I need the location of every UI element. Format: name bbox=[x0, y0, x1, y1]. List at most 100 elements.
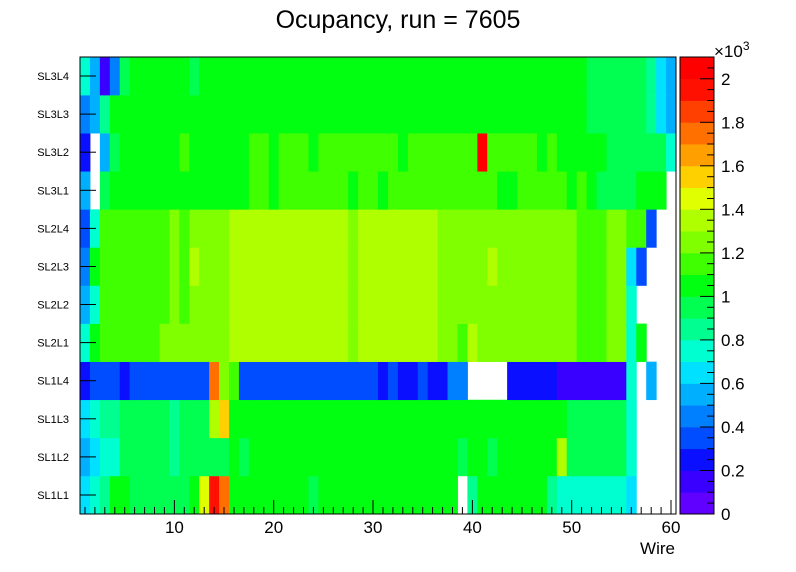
heatmap-cell bbox=[99, 133, 111, 172]
heatmap-cell bbox=[159, 323, 170, 362]
heatmap-cell bbox=[199, 95, 210, 134]
heatmap-cell bbox=[497, 57, 508, 96]
heatmap-cell bbox=[556, 247, 568, 286]
heatmap-cell bbox=[517, 57, 528, 96]
color-scale-band bbox=[680, 144, 714, 167]
heatmap-cell bbox=[527, 133, 538, 172]
heatmap-cell bbox=[149, 57, 160, 96]
heatmap-cell bbox=[368, 209, 379, 248]
heatmap-cell bbox=[596, 285, 607, 324]
heatmap-cell bbox=[527, 171, 538, 210]
heatmap-cell bbox=[229, 133, 240, 172]
heatmap-cell bbox=[268, 399, 280, 439]
x-tick-label: 30 bbox=[364, 518, 383, 537]
heatmap-cell bbox=[487, 247, 498, 286]
heatmap-cell bbox=[497, 171, 508, 210]
heatmap-cell bbox=[139, 247, 151, 286]
heatmap-cell bbox=[358, 361, 369, 401]
heatmap-cell bbox=[248, 247, 260, 286]
heatmap-cell bbox=[308, 323, 319, 362]
heatmap-cell bbox=[417, 475, 429, 515]
heatmap-cell bbox=[447, 133, 458, 172]
heatmap-cell bbox=[258, 361, 270, 401]
heatmap-cell bbox=[646, 133, 657, 172]
heatmap-cell bbox=[527, 247, 538, 286]
heatmap-cell bbox=[556, 95, 568, 134]
heatmap-cell bbox=[636, 95, 647, 134]
color-scale-band bbox=[680, 100, 714, 123]
heatmap-cell bbox=[447, 247, 458, 286]
heatmap-cell bbox=[219, 57, 230, 96]
heatmap-cell bbox=[288, 133, 300, 172]
heatmap-cell bbox=[169, 399, 180, 439]
heatmap-cell bbox=[229, 437, 240, 477]
heatmap-cell bbox=[179, 171, 190, 210]
heatmap-cell bbox=[397, 285, 409, 324]
heatmap-cell bbox=[517, 323, 528, 362]
heatmap-cell bbox=[387, 209, 399, 248]
color-scale-band bbox=[680, 274, 714, 297]
heatmap-cell bbox=[427, 323, 439, 362]
heatmap-cell bbox=[139, 475, 151, 515]
heatmap-cell bbox=[487, 285, 498, 324]
heatmap-cell bbox=[477, 209, 488, 248]
heatmap-cell bbox=[248, 285, 260, 324]
heatmap-cell bbox=[467, 475, 478, 515]
heatmap-cell bbox=[497, 247, 508, 286]
heatmap-cell bbox=[536, 95, 548, 134]
heatmap-cell bbox=[576, 323, 588, 362]
heatmap-cell bbox=[248, 475, 260, 515]
heatmap-cell bbox=[159, 171, 170, 210]
heatmap-cell bbox=[616, 57, 627, 96]
heatmap-cell bbox=[387, 323, 399, 362]
heatmap-cell bbox=[129, 361, 141, 401]
heatmap-cell bbox=[219, 361, 230, 401]
color-scale-band bbox=[680, 122, 714, 145]
heatmap-cell bbox=[298, 133, 309, 172]
heatmap-cell bbox=[387, 171, 399, 210]
heatmap-cell bbox=[566, 171, 578, 210]
heatmap-cell bbox=[99, 209, 111, 248]
color-scale-band bbox=[680, 57, 714, 80]
heatmap-cell bbox=[536, 399, 548, 439]
z-tick-label: 0.6 bbox=[721, 374, 745, 393]
heatmap-cell bbox=[139, 361, 151, 401]
heatmap-cell bbox=[576, 133, 588, 172]
heatmap-cell bbox=[189, 361, 200, 401]
heatmap-cell bbox=[437, 247, 449, 286]
color-scale-band bbox=[680, 405, 714, 428]
heatmap-cell bbox=[99, 247, 111, 286]
heatmap-cell bbox=[209, 285, 220, 324]
heatmap-cell bbox=[109, 323, 121, 362]
heatmap-cell bbox=[397, 247, 409, 286]
heatmap-cell bbox=[278, 285, 290, 324]
heatmap-cell bbox=[546, 133, 558, 172]
heatmap-cell bbox=[616, 285, 627, 324]
heatmap-cell bbox=[238, 475, 250, 515]
heatmap-cell bbox=[288, 285, 300, 324]
heatmap-cell bbox=[318, 171, 329, 210]
heatmap-cell bbox=[596, 171, 607, 210]
heatmap-cell bbox=[387, 133, 399, 172]
heatmap-cell bbox=[527, 323, 538, 362]
heatmap-cell bbox=[546, 171, 558, 210]
heatmap-cell bbox=[219, 247, 230, 286]
heatmap-cell bbox=[616, 247, 627, 286]
heatmap-cell bbox=[527, 361, 538, 401]
heatmap-cell bbox=[169, 323, 180, 362]
heatmap-cell bbox=[268, 247, 280, 286]
x-tick-label: 60 bbox=[662, 518, 681, 537]
heatmap-cell bbox=[517, 247, 528, 286]
heatmap-cell bbox=[606, 57, 617, 96]
heatmap-cell bbox=[378, 57, 389, 96]
heatmap-cell bbox=[119, 437, 131, 477]
heatmap-cell bbox=[467, 399, 478, 439]
heatmap-cell bbox=[298, 285, 309, 324]
heatmap-cell bbox=[348, 475, 359, 515]
heatmap-cell bbox=[427, 209, 439, 248]
heatmap-cell bbox=[546, 475, 558, 515]
heatmap-cell bbox=[169, 285, 180, 324]
z-tick-label: 0.4 bbox=[721, 418, 745, 437]
heatmap-cell bbox=[626, 323, 637, 362]
